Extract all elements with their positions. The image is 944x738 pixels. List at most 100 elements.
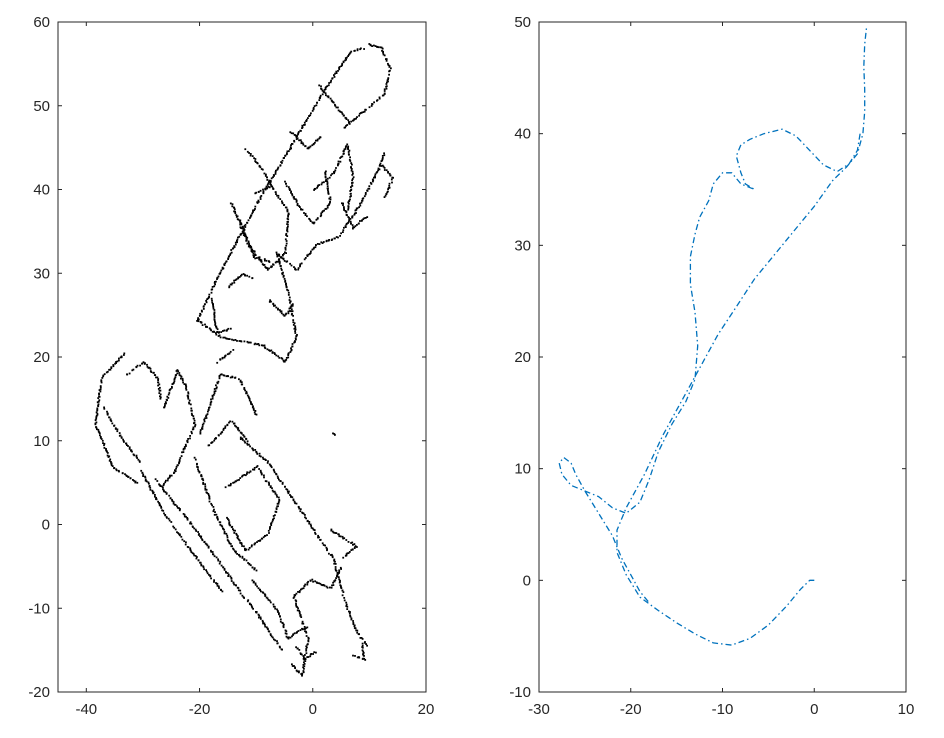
map-point [96, 407, 99, 410]
map-point [128, 448, 131, 450]
map-point [214, 390, 217, 392]
map-point [168, 392, 171, 394]
map-point [287, 212, 290, 215]
map-point [141, 362, 144, 365]
map-point [248, 397, 251, 400]
map-point [259, 189, 262, 192]
map-point [254, 542, 257, 545]
map-point [237, 428, 239, 431]
map-point [341, 202, 343, 205]
map-point [103, 447, 106, 449]
map-point [184, 383, 187, 386]
map-point [306, 215, 308, 218]
map-point [226, 353, 229, 356]
map-point [203, 418, 206, 421]
map-point [204, 417, 206, 420]
map-point [236, 239, 238, 242]
map-point [275, 169, 277, 172]
map-point [277, 166, 280, 169]
map-point [340, 585, 342, 587]
map-point [381, 47, 384, 50]
map-point [343, 537, 346, 540]
map-point [347, 220, 350, 223]
map-point [320, 241, 323, 244]
map-point [223, 336, 226, 339]
map-point [275, 260, 278, 263]
map-point [303, 667, 305, 670]
map-point [284, 485, 286, 488]
map-point [348, 123, 351, 125]
map-point [338, 572, 340, 574]
map-point [232, 529, 235, 532]
map-point [314, 187, 317, 190]
map-point [266, 534, 268, 536]
map-point [347, 222, 349, 224]
map-point [247, 341, 250, 344]
map-point [253, 255, 256, 257]
map-point [152, 492, 154, 495]
map-point [282, 274, 285, 277]
map-point [362, 657, 365, 660]
map-point [377, 46, 380, 49]
map-point [290, 190, 292, 193]
map-point [248, 547, 251, 549]
map-point [327, 187, 329, 190]
map-point [197, 559, 200, 562]
map-point [349, 198, 351, 201]
map-point [289, 131, 292, 134]
map-point [242, 434, 245, 436]
map-point [250, 605, 253, 608]
map-point [199, 432, 202, 435]
map-point [253, 568, 256, 571]
map-point [234, 212, 237, 215]
map-point [235, 278, 238, 281]
map-point [324, 171, 327, 174]
map-point [201, 423, 204, 426]
map-point [146, 365, 149, 368]
map-point [316, 138, 319, 141]
map-point [238, 276, 241, 278]
map-point [302, 657, 305, 660]
map-point [227, 258, 229, 260]
map-point [304, 257, 307, 259]
map-point [358, 656, 361, 659]
map-point [197, 468, 199, 471]
map-point [239, 379, 242, 382]
map-point [213, 388, 216, 390]
map-point [247, 219, 250, 222]
map-point [222, 330, 224, 332]
map-point [216, 381, 219, 384]
map-point [215, 325, 218, 328]
map-point [129, 477, 132, 480]
map-point [176, 506, 179, 509]
map-point [118, 470, 120, 473]
map-point [266, 179, 269, 181]
map-point [332, 432, 334, 435]
map-point [258, 256, 261, 259]
map-point [352, 119, 355, 122]
map-point [219, 271, 222, 274]
map-point [326, 185, 329, 188]
map-point [360, 112, 362, 114]
map-point [278, 262, 281, 265]
map-point [272, 468, 275, 471]
map-point [170, 474, 173, 477]
map-point [261, 619, 264, 622]
map-point [249, 445, 251, 448]
map-point [181, 377, 184, 380]
map-point [361, 111, 363, 114]
map-point [232, 481, 234, 484]
map-point [255, 611, 258, 614]
map-point [263, 622, 266, 625]
map-point [182, 448, 185, 451]
x-tick-label: -20 [189, 701, 211, 718]
map-point [168, 494, 171, 497]
map-point [286, 228, 289, 231]
map-point [208, 293, 211, 296]
map-point [197, 534, 200, 536]
map-point [292, 314, 294, 317]
map-point [325, 239, 328, 242]
map-point [180, 375, 183, 378]
map-point [326, 204, 329, 207]
map-point [271, 185, 274, 188]
